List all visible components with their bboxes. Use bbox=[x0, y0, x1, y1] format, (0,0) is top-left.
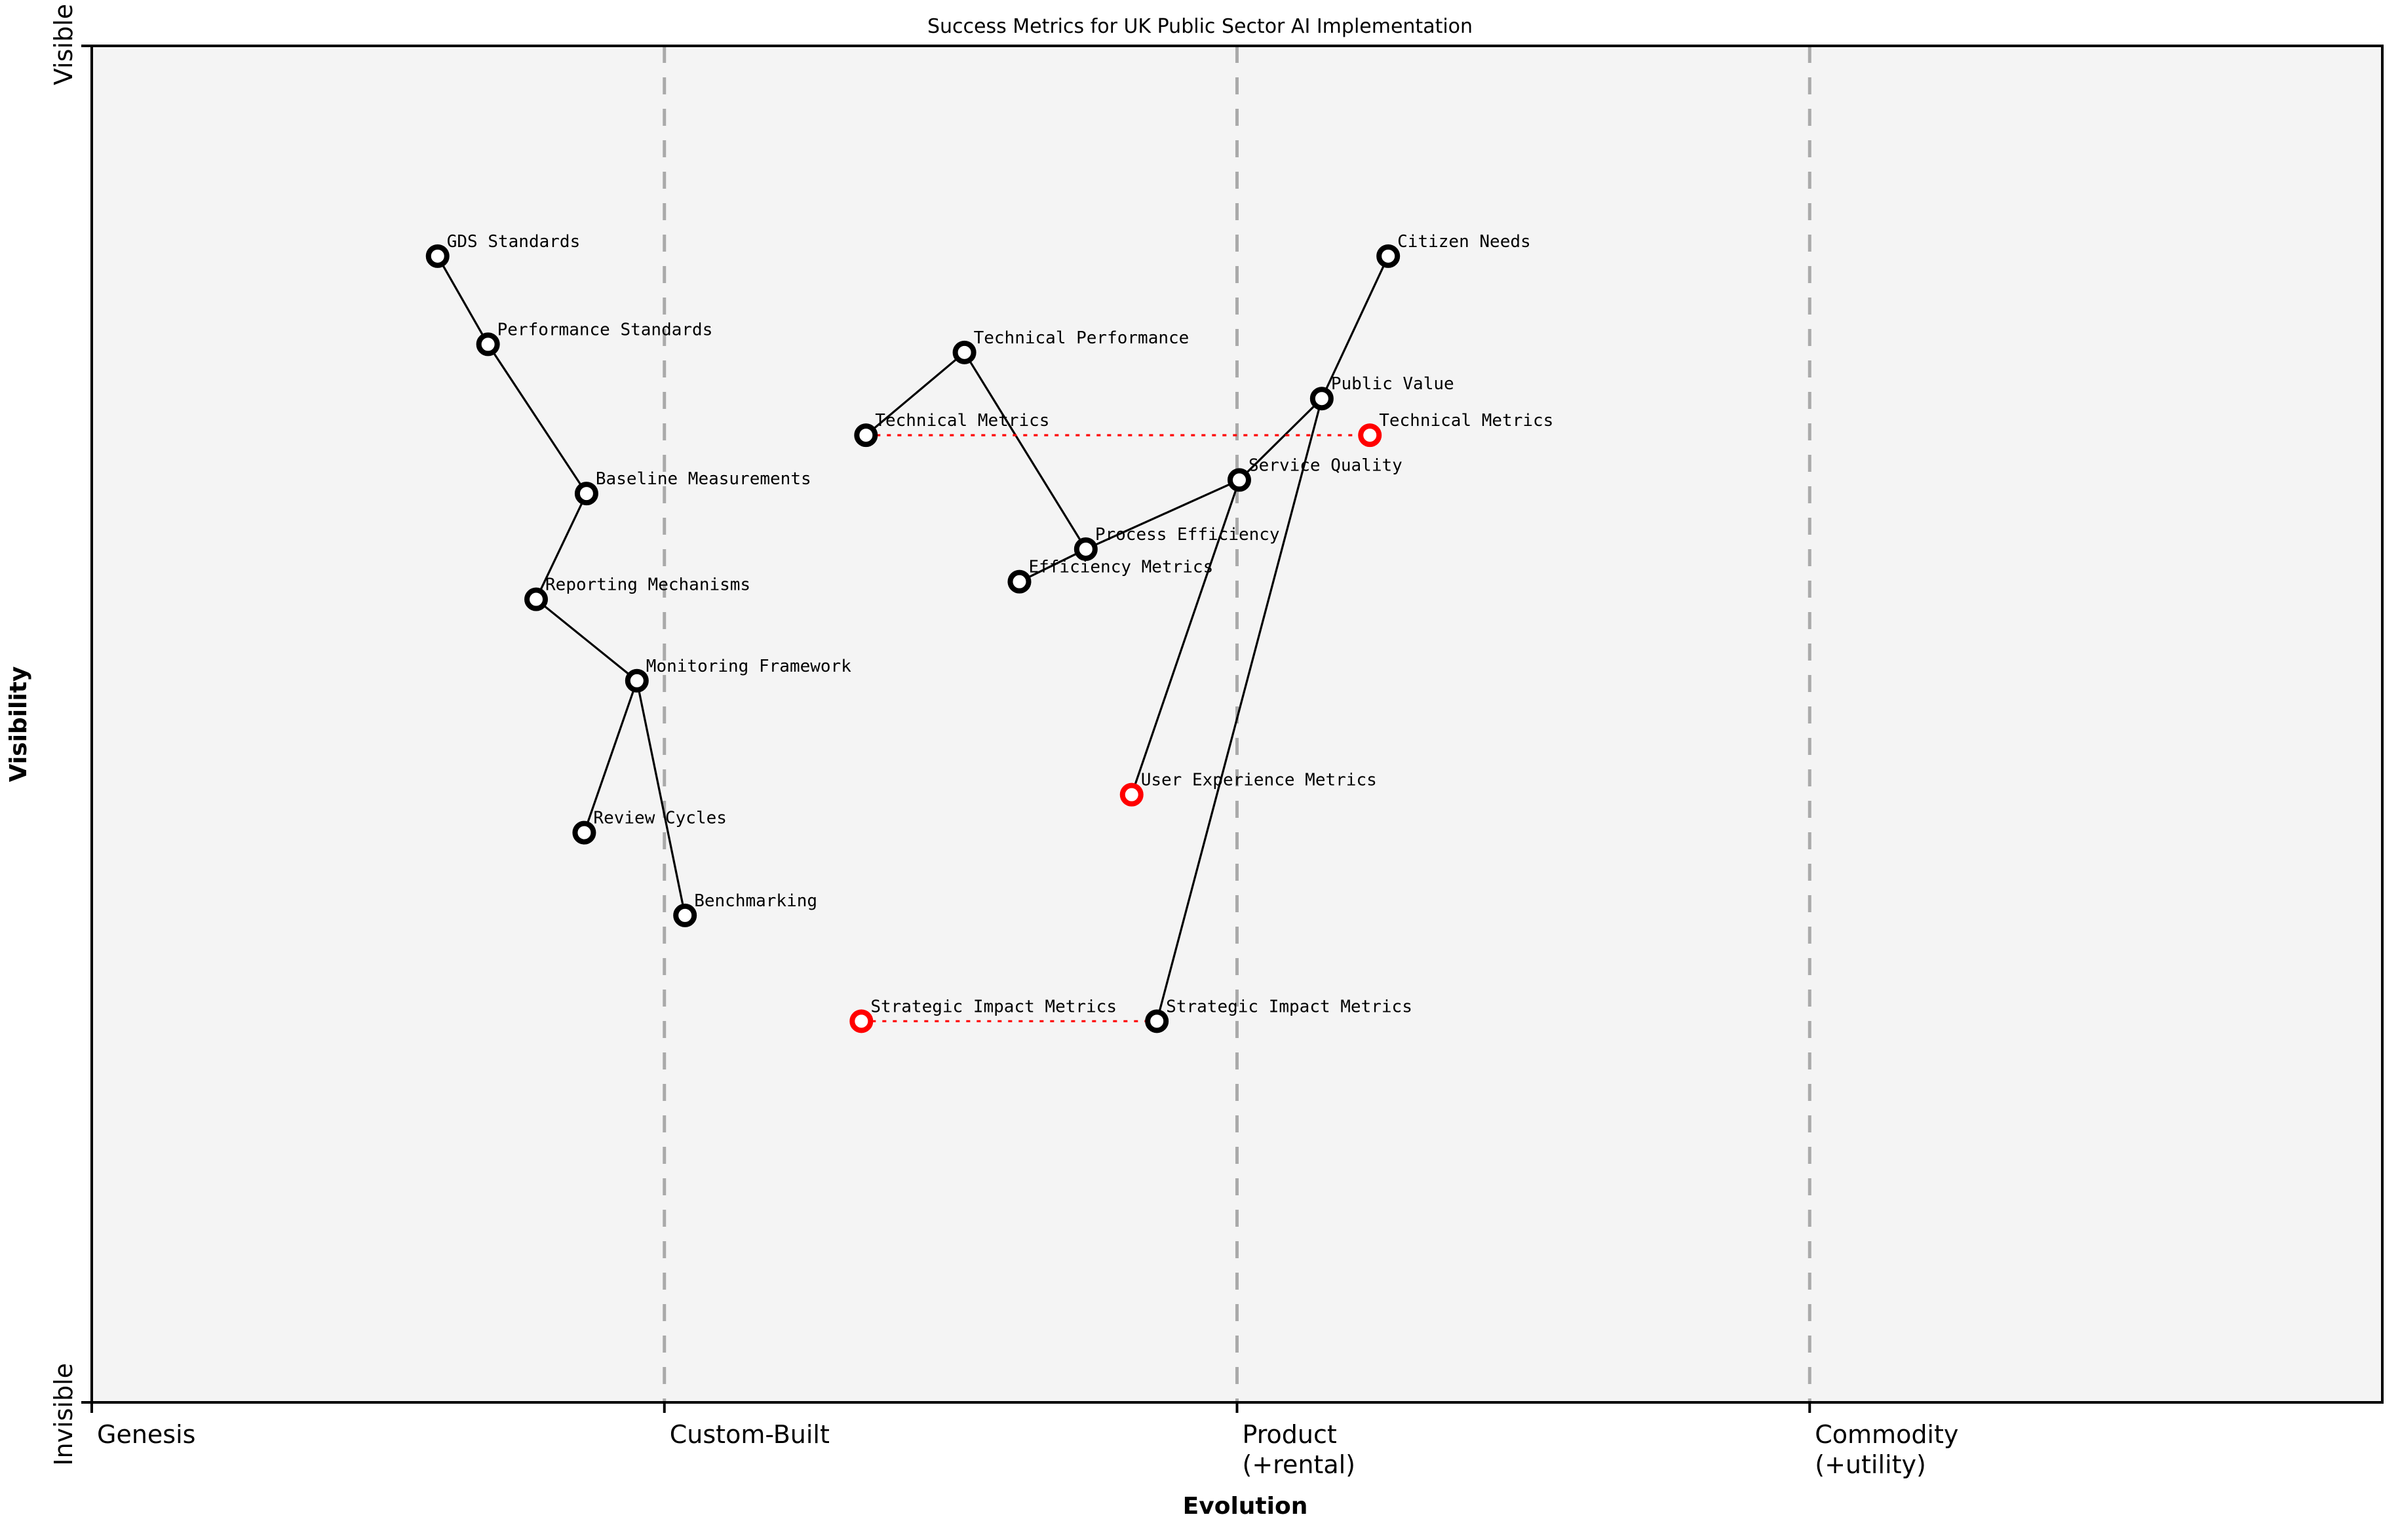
node-marker-service_quality[interactable] bbox=[1227, 468, 1251, 492]
evolution-dividers bbox=[663, 46, 1811, 1402]
node-label-reporting_mechanisms: Reporting Mechanisms bbox=[545, 575, 750, 595]
map-node-public_value[interactable]: Public Value bbox=[1309, 374, 1454, 411]
node-marker-benchmarking[interactable] bbox=[673, 903, 697, 927]
node-label-process_efficiency: Process Efficiency bbox=[1095, 525, 1280, 545]
node-label-service_quality: Service Quality bbox=[1248, 455, 1403, 475]
x-tick-label-1: Custom-Built bbox=[670, 1420, 830, 1449]
node-label-review_cycles: Review Cycles bbox=[593, 809, 727, 828]
edge-efficiency_metrics-to-process_efficiency bbox=[1018, 548, 1087, 583]
map-nodes[interactable]: GDS Standards Performance Standards Baseli… bbox=[425, 232, 1554, 1033]
edge-baseline_measurements-to-reporting_mechanisms bbox=[535, 493, 588, 600]
map-node-gds_standards[interactable]: GDS Standards bbox=[425, 232, 581, 268]
node-marker-performance_standards[interactable] bbox=[476, 332, 500, 356]
map-node-monitoring_framework[interactable]: Monitoring Framework bbox=[625, 657, 851, 693]
edge-technical_metrics_src-to-technical_performance bbox=[865, 351, 965, 436]
node-label-benchmarking: Benchmarking bbox=[694, 891, 817, 911]
node-label-strategic_impact_metrics_dst: Strategic Impact Metrics bbox=[1166, 997, 1412, 1016]
node-marker-citizen_needs[interactable] bbox=[1376, 244, 1401, 268]
map-node-process_efficiency[interactable]: Process Efficiency bbox=[1074, 525, 1280, 561]
node-marker-review_cycles[interactable] bbox=[572, 820, 596, 845]
edge-performance_standards-to-baseline_measurements bbox=[487, 343, 588, 494]
x-tick-label-2: Product (+rental) bbox=[1243, 1420, 1355, 1479]
node-marker-technical_performance[interactable] bbox=[952, 340, 977, 364]
node-marker-process_efficiency[interactable] bbox=[1074, 537, 1098, 561]
y-tick-label-1: Visible bbox=[49, 4, 78, 85]
edge-monitoring_framework-to-review_cycles bbox=[583, 680, 638, 834]
node-label-monitoring_framework: Monitoring Framework bbox=[646, 657, 851, 676]
y-tick-label-0: Invisible bbox=[49, 1363, 78, 1466]
evolution-lines bbox=[861, 434, 1370, 1022]
edge-technical_performance-to-process_efficiency bbox=[963, 351, 1087, 550]
map-node-baseline_measurements[interactable]: Baseline Measurements bbox=[574, 469, 811, 506]
y-axis-title: Visibility bbox=[5, 666, 32, 782]
node-marker-gds_standards[interactable] bbox=[425, 244, 450, 268]
map-node-technical_performance[interactable]: Technical Performance bbox=[952, 328, 1190, 364]
x-tick-label-0: Genesis bbox=[97, 1420, 195, 1449]
edge-service_quality-to-public_value bbox=[1238, 398, 1323, 481]
map-node-user_experience_metrics[interactable]: User Experience Metrics bbox=[1119, 771, 1377, 807]
node-marker-strategic_impact_metrics_src[interactable] bbox=[849, 1009, 874, 1033]
edge-reporting_mechanisms-to-monitoring_framework bbox=[535, 598, 638, 682]
map-node-citizen_needs[interactable]: Citizen Needs bbox=[1376, 232, 1531, 268]
map-node-benchmarking[interactable]: Benchmarking bbox=[673, 891, 817, 927]
node-marker-strategic_impact_metrics_dst[interactable] bbox=[1145, 1009, 1169, 1033]
node-marker-technical_metrics_dst[interactable] bbox=[1358, 423, 1382, 448]
node-marker-public_value[interactable] bbox=[1309, 387, 1334, 411]
node-label-efficiency_metrics: Efficiency Metrics bbox=[1028, 558, 1213, 577]
map-node-performance_standards[interactable]: Performance Standards bbox=[476, 320, 713, 356]
node-label-technical_metrics_dst: Technical Metrics bbox=[1379, 411, 1553, 431]
x-tick-label-3: Commodity (+utility) bbox=[1815, 1420, 1958, 1479]
node-label-citizen_needs: Citizen Needs bbox=[1397, 232, 1531, 252]
node-marker-user_experience_metrics[interactable] bbox=[1119, 782, 1144, 807]
node-marker-baseline_measurements[interactable] bbox=[574, 482, 598, 506]
node-label-strategic_impact_metrics_src: Strategic Impact Metrics bbox=[870, 997, 1117, 1016]
map-node-review_cycles[interactable]: Review Cycles bbox=[572, 809, 727, 845]
node-label-gds_standards: GDS Standards bbox=[447, 232, 581, 252]
node-label-baseline_measurements: Baseline Measurements bbox=[596, 469, 811, 489]
map-node-technical_metrics_dst[interactable]: Technical Metrics bbox=[1358, 411, 1553, 448]
edge-service_quality-to-user_experience_metrics bbox=[1131, 479, 1241, 796]
edge-gds_standards-to-performance_standards bbox=[436, 256, 490, 345]
node-label-technical_performance: Technical Performance bbox=[974, 328, 1190, 348]
node-marker-monitoring_framework[interactable] bbox=[625, 668, 649, 693]
map-node-efficiency_metrics[interactable]: Efficiency Metrics bbox=[1007, 558, 1213, 594]
node-label-performance_standards: Performance Standards bbox=[497, 320, 713, 339]
edge-public_value-to-citizen_needs bbox=[1321, 256, 1389, 399]
node-marker-technical_metrics_src[interactable] bbox=[854, 423, 878, 448]
edge-public_value-to-strategic_impact_metrics_dst bbox=[1155, 398, 1323, 1022]
dependency-edges bbox=[436, 256, 1389, 1022]
y-axis-ticks: Invisible Visible bbox=[49, 4, 92, 1466]
node-marker-efficiency_metrics[interactable] bbox=[1007, 569, 1032, 594]
node-marker-reporting_mechanisms[interactable] bbox=[524, 587, 549, 611]
map-node-service_quality[interactable]: Service Quality bbox=[1227, 455, 1403, 492]
node-label-user_experience_metrics: User Experience Metrics bbox=[1141, 771, 1377, 790]
map-node-reporting_mechanisms[interactable]: Reporting Mechanisms bbox=[524, 575, 750, 611]
x-axis-ticks: Genesis Custom-Built Product (+rental) Commo… bbox=[90, 1402, 1958, 1479]
map-node-technical_metrics_src[interactable]: Technical Metrics bbox=[854, 411, 1049, 448]
node-label-public_value: Public Value bbox=[1331, 374, 1454, 394]
edge-monitoring_framework-to-benchmarking bbox=[636, 680, 686, 916]
map-node-strategic_impact_metrics_src[interactable]: Strategic Impact Metrics bbox=[849, 997, 1117, 1033]
x-axis-title: Evolution bbox=[1183, 1493, 1308, 1520]
map-node-strategic_impact_metrics_dst[interactable]: Strategic Impact Metrics bbox=[1145, 997, 1412, 1033]
edge-process_efficiency-to-service_quality bbox=[1085, 478, 1240, 550]
chart-title: Success Metrics for UK Public Sector AI … bbox=[927, 15, 1473, 38]
node-label-technical_metrics_src: Technical Metrics bbox=[875, 411, 1049, 431]
